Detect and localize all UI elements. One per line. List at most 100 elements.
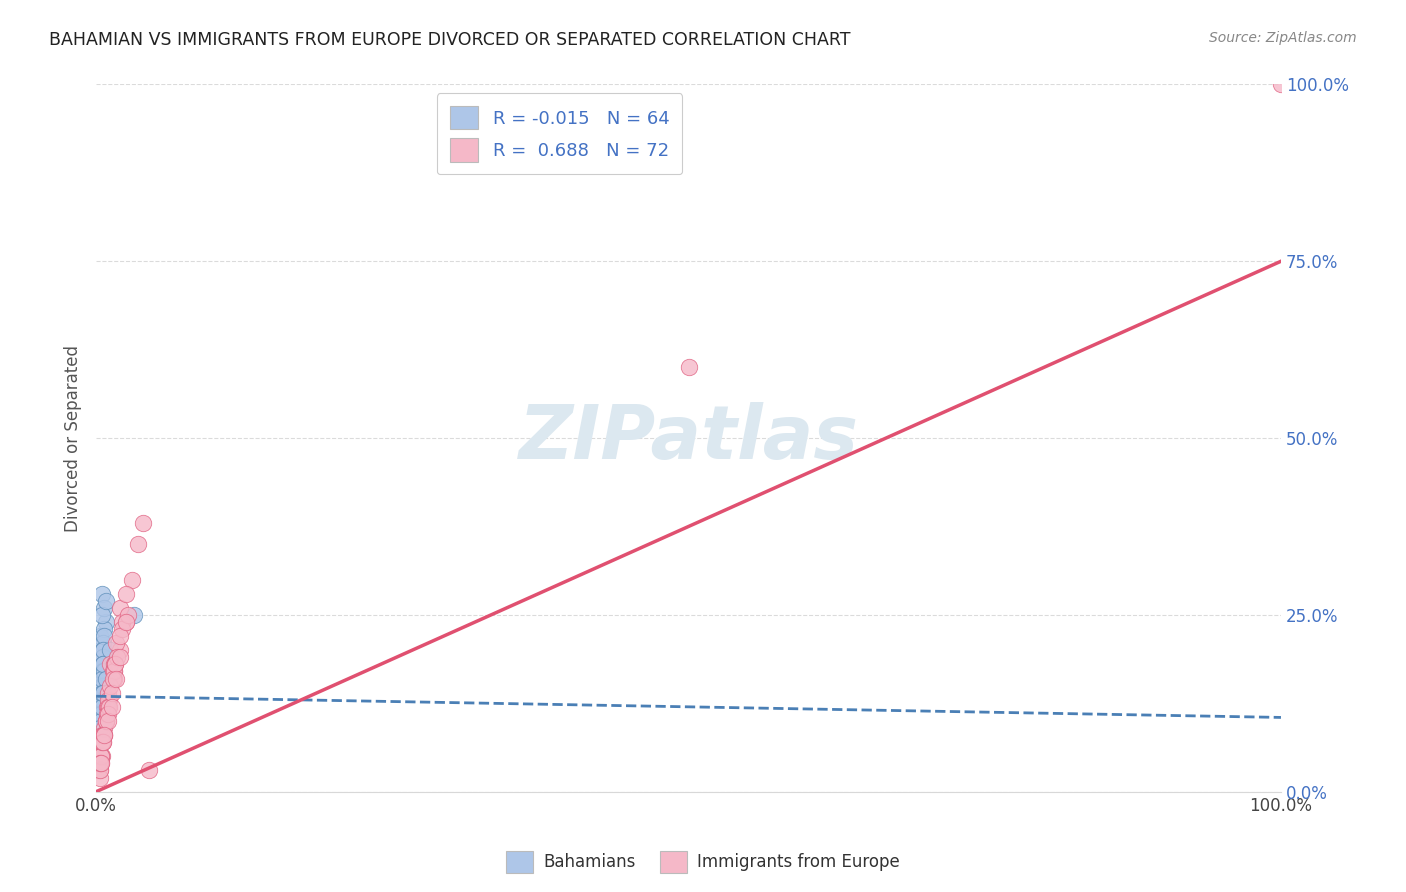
Point <box>103 665 125 679</box>
Point <box>93 728 115 742</box>
Legend: Bahamians, Immigrants from Europe: Bahamians, Immigrants from Europe <box>499 845 907 880</box>
Point <box>94 593 117 607</box>
Point <box>101 665 124 679</box>
Point <box>93 622 115 636</box>
Point <box>90 706 112 721</box>
Point <box>678 360 700 375</box>
Point <box>127 537 149 551</box>
Point <box>91 657 114 672</box>
Point <box>111 622 134 636</box>
Point <box>91 686 114 700</box>
Point <box>89 706 111 721</box>
Point <box>91 735 114 749</box>
Point <box>93 728 115 742</box>
Point <box>104 657 127 672</box>
Point <box>97 692 120 706</box>
Point <box>91 728 114 742</box>
Point <box>94 714 117 728</box>
Point <box>105 636 128 650</box>
Point <box>90 714 112 728</box>
Point <box>90 749 112 764</box>
Point <box>121 573 143 587</box>
Point <box>114 587 136 601</box>
Point <box>89 721 111 735</box>
Point <box>1270 78 1292 92</box>
Point <box>111 615 134 629</box>
Y-axis label: Divorced or Separated: Divorced or Separated <box>65 344 82 532</box>
Point <box>105 672 128 686</box>
Point <box>91 672 114 686</box>
Point <box>90 692 112 706</box>
Text: ZIPatlas: ZIPatlas <box>519 401 859 475</box>
Point <box>90 686 112 700</box>
Point <box>103 657 125 672</box>
Point <box>98 643 121 657</box>
Point <box>117 607 139 622</box>
Point <box>91 665 114 679</box>
Point <box>90 706 112 721</box>
Point <box>97 699 120 714</box>
Point <box>114 615 136 629</box>
Point <box>91 657 114 672</box>
Point <box>93 665 115 679</box>
Point <box>93 721 115 735</box>
Point <box>91 672 114 686</box>
Point <box>91 728 114 742</box>
Point <box>98 657 121 672</box>
Point <box>96 706 118 721</box>
Point <box>93 629 115 643</box>
Point <box>91 735 114 749</box>
Point <box>122 607 145 622</box>
Point <box>90 749 112 764</box>
Point <box>91 749 114 764</box>
Point <box>90 749 112 764</box>
Point <box>89 699 111 714</box>
Point <box>91 686 114 700</box>
Point <box>108 650 131 665</box>
Point <box>91 657 114 672</box>
Point <box>89 756 111 771</box>
Point <box>89 714 111 728</box>
Point <box>94 714 117 728</box>
Point <box>107 650 129 665</box>
Point <box>91 686 114 700</box>
Point <box>91 672 114 686</box>
Point <box>98 679 121 693</box>
Point <box>108 629 131 643</box>
Point <box>89 764 111 778</box>
Point <box>91 692 114 706</box>
Point <box>108 600 131 615</box>
Point <box>132 516 155 530</box>
Point <box>98 699 121 714</box>
Point <box>90 749 112 764</box>
Point <box>103 665 125 679</box>
Point <box>97 686 120 700</box>
Point <box>91 643 114 657</box>
Point <box>91 650 114 665</box>
Legend: R = -0.015   N = 64, R =  0.688   N = 72: R = -0.015 N = 64, R = 0.688 N = 72 <box>437 94 682 174</box>
Point <box>114 615 136 629</box>
Point <box>90 699 112 714</box>
Point <box>91 650 114 665</box>
Point <box>91 650 114 665</box>
Point <box>91 728 114 742</box>
Point <box>97 699 120 714</box>
Point <box>94 615 117 629</box>
Point <box>89 771 111 785</box>
Point <box>91 672 114 686</box>
Point <box>91 679 114 693</box>
Point <box>90 714 112 728</box>
Point <box>91 607 114 622</box>
Point <box>90 679 112 693</box>
Point <box>90 706 112 721</box>
Point <box>91 679 114 693</box>
Point <box>100 686 122 700</box>
Point <box>91 665 114 679</box>
Point <box>89 764 111 778</box>
Point <box>91 735 114 749</box>
Point <box>97 706 120 721</box>
Point <box>90 686 112 700</box>
Point <box>91 657 114 672</box>
Point <box>103 672 125 686</box>
Point <box>108 643 131 657</box>
